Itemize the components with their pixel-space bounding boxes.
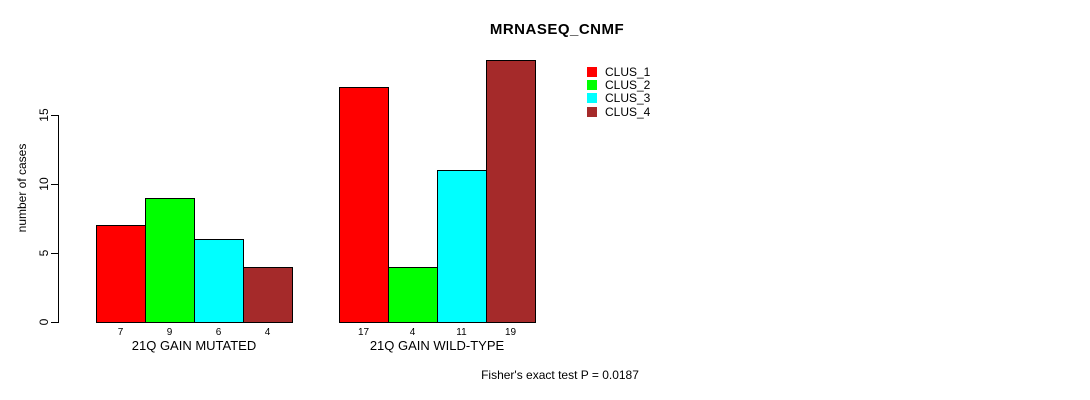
legend-label: CLUS_4 [605, 104, 651, 119]
legend-swatch-clus_3 [587, 93, 597, 104]
y-tick-mark [51, 115, 58, 116]
group-label: 21Q GAIN MUTATED [131, 338, 257, 353]
legend-swatch-clus_4 [587, 106, 597, 117]
bar-value-label: 11 [456, 327, 467, 338]
bar-value-label: 6 [215, 327, 222, 338]
bar-value-label: 9 [166, 327, 173, 338]
bar-clus_2 [388, 266, 438, 323]
chart-title: MRNASEQ_CNMF [489, 21, 625, 38]
legend-swatch-clus_1 [587, 67, 597, 77]
legend-label: CLUS_3 [605, 91, 651, 106]
bar-clus_3 [194, 239, 244, 323]
y-tick-label: 0 [37, 318, 51, 326]
y-tick-label: 10 [37, 177, 51, 191]
annotation-fisher-test: Fisher's exact test P = 0.0187 [481, 368, 639, 382]
y-tick-mark [51, 322, 58, 323]
bar-clus_3 [437, 170, 487, 323]
legend-label: CLUS_1 [605, 65, 651, 79]
y-tick-label: 5 [37, 249, 51, 257]
legend-swatch-clus_2 [587, 80, 597, 91]
bar-value-label: 19 [504, 327, 517, 338]
bar-value-label: 4 [409, 327, 416, 338]
y-tick-mark [51, 184, 58, 185]
y-axis-line [58, 115, 59, 323]
y-tick-label: 15 [37, 108, 51, 122]
bar-clus_2 [145, 197, 195, 323]
bar-clus_1 [96, 225, 146, 323]
y-tick-mark [51, 253, 58, 254]
bar-clus_1 [339, 87, 389, 323]
group-label: 21Q GAIN WILD-TYPE [369, 338, 505, 353]
bar-value-label: 4 [264, 327, 271, 338]
bar-value-label: 7 [117, 327, 124, 338]
bar-value-label: 17 [357, 327, 370, 338]
bar-clus_4 [243, 266, 293, 323]
bar-clus_4 [486, 59, 536, 323]
y-axis-label: number of cases [15, 143, 29, 233]
legend-label: CLUS_2 [605, 78, 651, 93]
